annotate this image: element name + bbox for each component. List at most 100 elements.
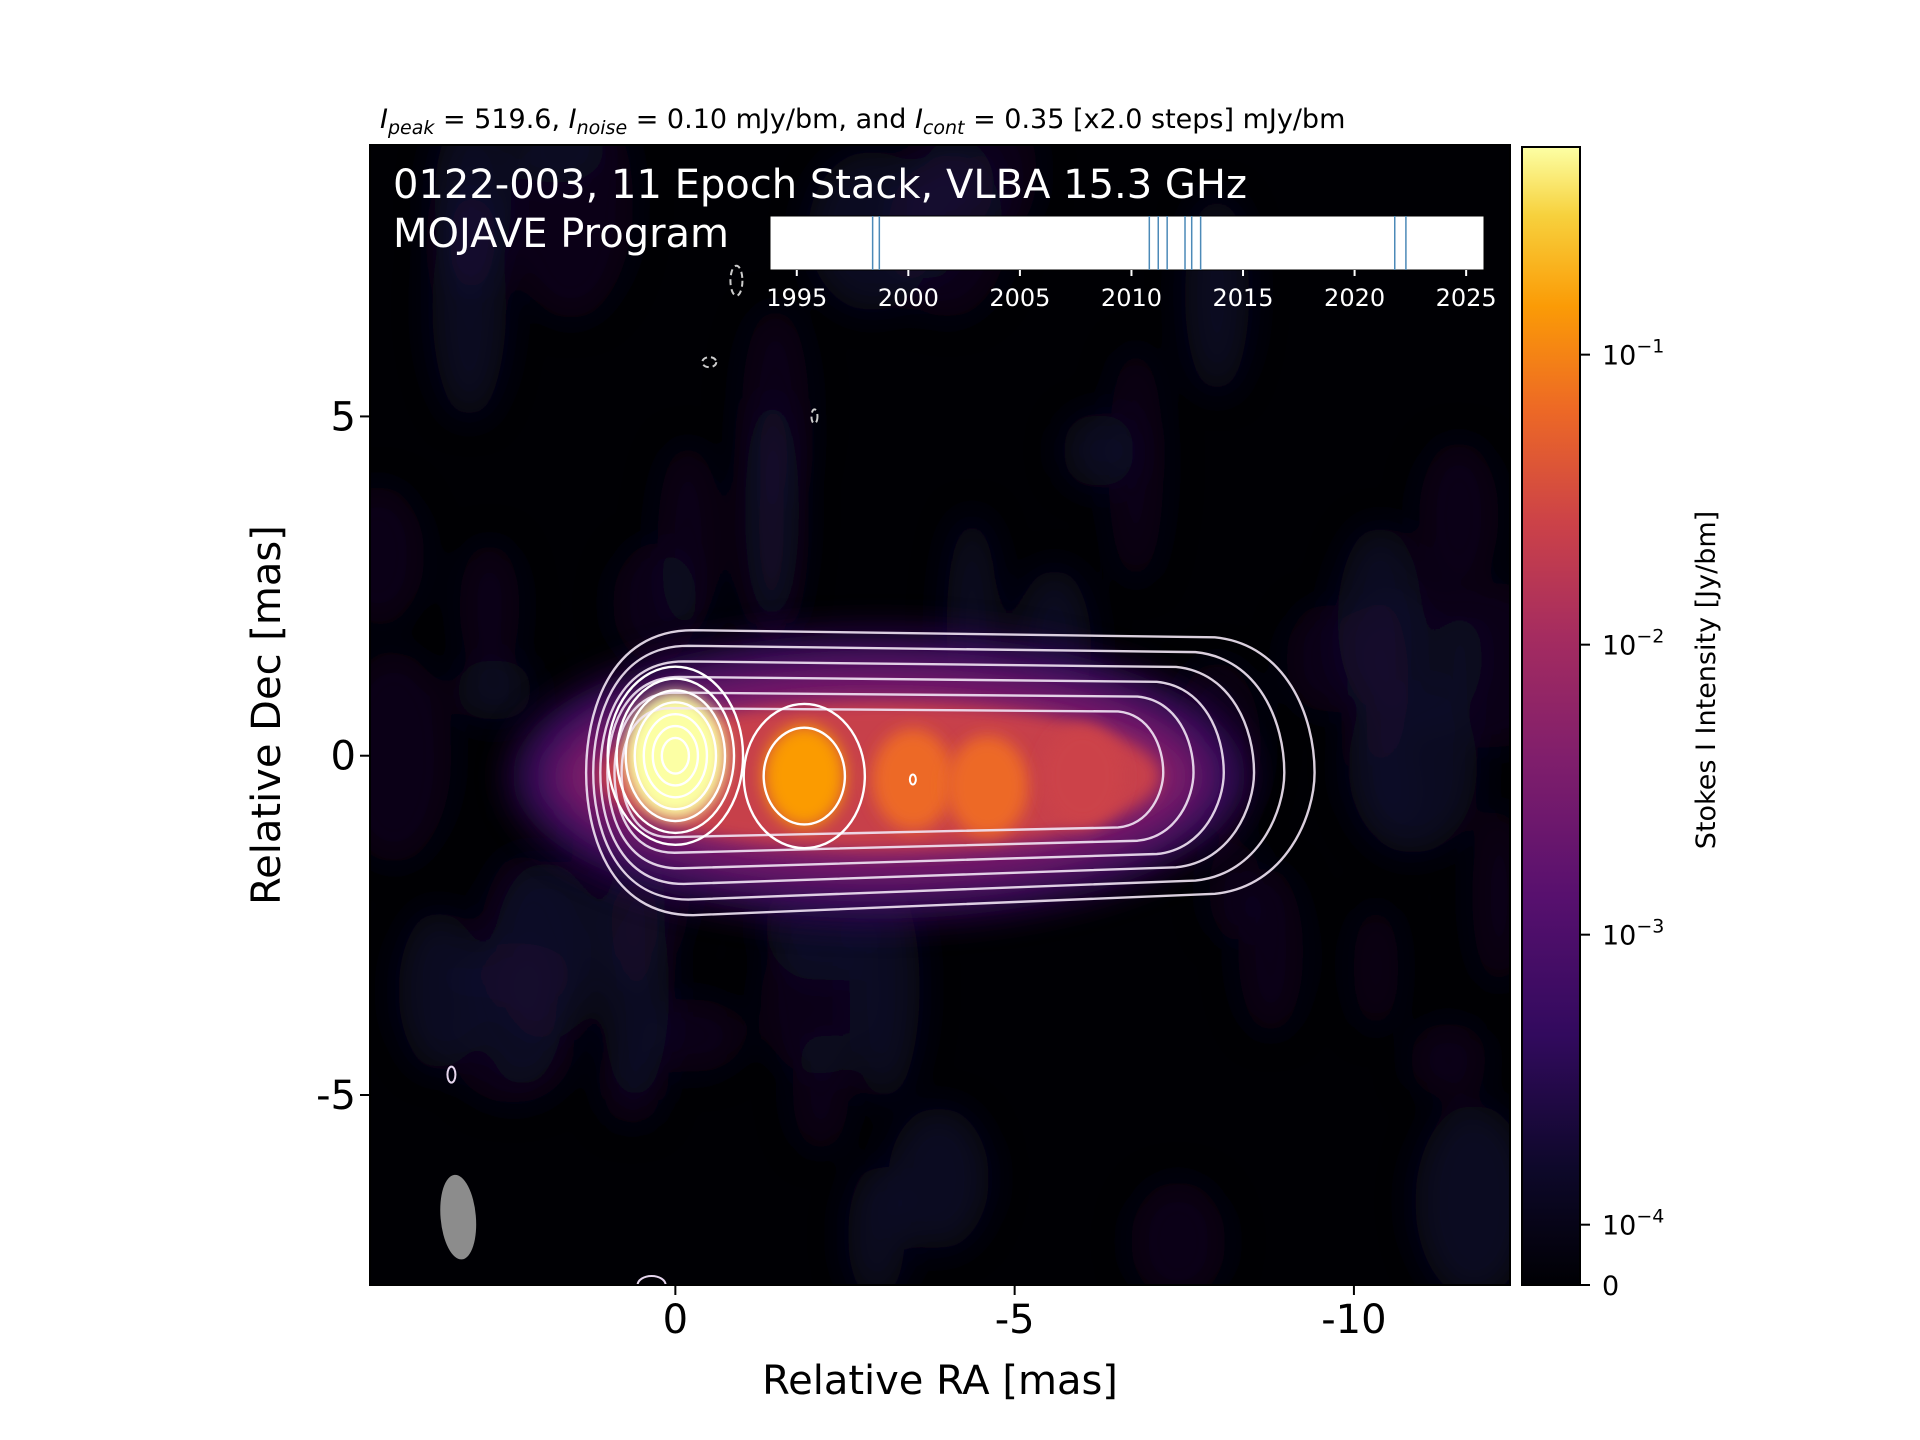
noise-patch bbox=[1238, 869, 1304, 1035]
knot-contour bbox=[742, 702, 867, 850]
negative-contour bbox=[729, 264, 744, 297]
jet-component bbox=[872, 728, 954, 831]
jet-component bbox=[1041, 725, 1124, 827]
negative-contour bbox=[810, 408, 819, 425]
noise-patch bbox=[370, 651, 452, 864]
colorbar-ticks: 10−1 10−2 10−3 10−4 0 bbox=[1580, 336, 1664, 1302]
contour-line bbox=[620, 707, 1165, 839]
i-cont-symbol: I bbox=[915, 104, 923, 135]
noise-patch bbox=[398, 910, 480, 1071]
core-contour bbox=[660, 736, 691, 775]
image-frame bbox=[369, 144, 1511, 1286]
colorbar-tick-label: 10−1 bbox=[1602, 336, 1664, 372]
i-cont-subscript: cont bbox=[923, 117, 966, 139]
knot-contour bbox=[762, 726, 847, 826]
epoch-tick-label: 2005 bbox=[989, 284, 1050, 312]
y-axis-ticks: 5 0 -5 bbox=[316, 394, 370, 1119]
noise-patch bbox=[1365, 748, 1414, 838]
isolated-contour bbox=[446, 1065, 457, 1084]
core-contour bbox=[651, 724, 700, 787]
noise-patch bbox=[432, 193, 507, 420]
noise-patch bbox=[476, 853, 570, 1088]
i-cont-value: = 0.35 [x2.0 steps] mJy/bm bbox=[964, 104, 1345, 135]
negative-contour bbox=[701, 356, 718, 369]
epoch-year-ticks: 1995 2000 2005 2010 2015 2020 2025 bbox=[766, 270, 1497, 312]
noise-patch bbox=[455, 659, 533, 721]
y-axis-label: Relative Dec [mas] bbox=[244, 525, 290, 905]
epoch-tick-label: 1995 bbox=[766, 284, 827, 312]
core-contour bbox=[615, 677, 736, 835]
epoch-tick-label: 2020 bbox=[1324, 284, 1385, 312]
core-contour bbox=[606, 665, 745, 846]
i-noise-value: = 0.10 mJy/bm, and bbox=[627, 104, 915, 135]
beam-ellipse bbox=[440, 1174, 477, 1260]
noise-patch bbox=[1108, 346, 1164, 584]
contour-line bbox=[606, 675, 1225, 870]
colorbar-tick-label: 10−4 bbox=[1602, 1206, 1664, 1242]
noise-patch bbox=[888, 1107, 990, 1250]
noise-patch bbox=[849, 873, 920, 1102]
noise-patch bbox=[370, 485, 425, 625]
x-tick-label: -10 bbox=[1321, 1297, 1386, 1343]
noise-patch bbox=[1130, 1181, 1226, 1285]
contour-line bbox=[584, 628, 1316, 917]
epoch-timeline-box bbox=[769, 215, 1485, 271]
i-peak-value: = 519.6, bbox=[434, 104, 568, 135]
jet-component bbox=[624, 692, 727, 820]
x-axis-label: Relative RA [mas] bbox=[762, 1358, 1118, 1404]
noise-patch bbox=[1409, 1022, 1487, 1098]
noise-patch bbox=[1415, 1104, 1510, 1285]
noise-patch bbox=[1472, 805, 1510, 987]
epoch-lines bbox=[871, 216, 1407, 270]
colorbar-tick-label: 0 bbox=[1602, 1271, 1619, 1302]
noise-patch bbox=[509, 145, 606, 184]
isolated-contour bbox=[636, 1275, 667, 1285]
noise-patch bbox=[657, 442, 719, 635]
noise-patch bbox=[918, 145, 994, 232]
noise-patch bbox=[744, 398, 800, 624]
image-panel bbox=[370, 145, 1510, 1285]
colorbar-tick-label: 10−2 bbox=[1602, 626, 1664, 662]
epoch-tick-label: 2000 bbox=[878, 284, 939, 312]
colorbar-gradient bbox=[1521, 146, 1581, 1286]
i-noise-symbol: I bbox=[569, 104, 577, 135]
knot-spot bbox=[908, 773, 917, 786]
noise-patch bbox=[1062, 413, 1135, 488]
noise-patch bbox=[1365, 588, 1483, 728]
core-contour bbox=[642, 712, 709, 799]
overlay-title-program: MOJAVE Program bbox=[393, 211, 729, 257]
colorbar-label: Stokes I Intensity [Jy/bm] bbox=[1691, 511, 1722, 849]
i-peak-subscript: peak bbox=[387, 117, 435, 139]
noise-patch bbox=[459, 541, 520, 672]
epoch-tick-label: 2010 bbox=[1101, 284, 1162, 312]
noise-patch bbox=[1419, 440, 1499, 591]
x-axis-ticks: 0 -5 -10 bbox=[663, 1285, 1387, 1343]
epoch-timeline: 1995 2000 2005 2010 2015 2020 2025 bbox=[766, 215, 1497, 312]
jet-component bbox=[763, 725, 845, 827]
noise-layer bbox=[370, 145, 1510, 1285]
noise-patch bbox=[792, 1030, 849, 1153]
contour-line bbox=[599, 660, 1256, 886]
x-tick-label: 0 bbox=[663, 1297, 688, 1343]
i-peak-symbol: I bbox=[380, 104, 388, 135]
noise-patch bbox=[508, 145, 634, 320]
overlay-title-source: 0122-003, 11 Epoch Stack, VLBA 15.3 GHz bbox=[393, 162, 1247, 208]
chart-header: Ipeak = 519.6, Inoise = 0.10 mJy/bm, and… bbox=[380, 104, 1345, 139]
epoch-tick-label: 2015 bbox=[1212, 284, 1273, 312]
jet-component bbox=[946, 735, 1029, 838]
jet-emission bbox=[512, 633, 1246, 919]
i-noise-subscript: noise bbox=[577, 117, 628, 139]
noise-patch bbox=[644, 998, 744, 1073]
epoch-tick-label: 2025 bbox=[1436, 284, 1497, 312]
noise-patch bbox=[761, 925, 872, 1076]
negative-contours bbox=[701, 264, 819, 425]
colorbar: 10−1 10−2 10−3 10−4 0 Stokes I Intensity [Jy… bbox=[1521, 146, 1722, 1302]
y-tick-label: 5 bbox=[331, 394, 356, 440]
core-contour bbox=[624, 689, 727, 823]
contour-set bbox=[446, 628, 1316, 1285]
contour-line bbox=[592, 644, 1286, 901]
y-tick-label: -5 bbox=[316, 1073, 356, 1119]
noise-patch bbox=[1353, 904, 1399, 1032]
x-tick-label: -5 bbox=[995, 1297, 1035, 1343]
